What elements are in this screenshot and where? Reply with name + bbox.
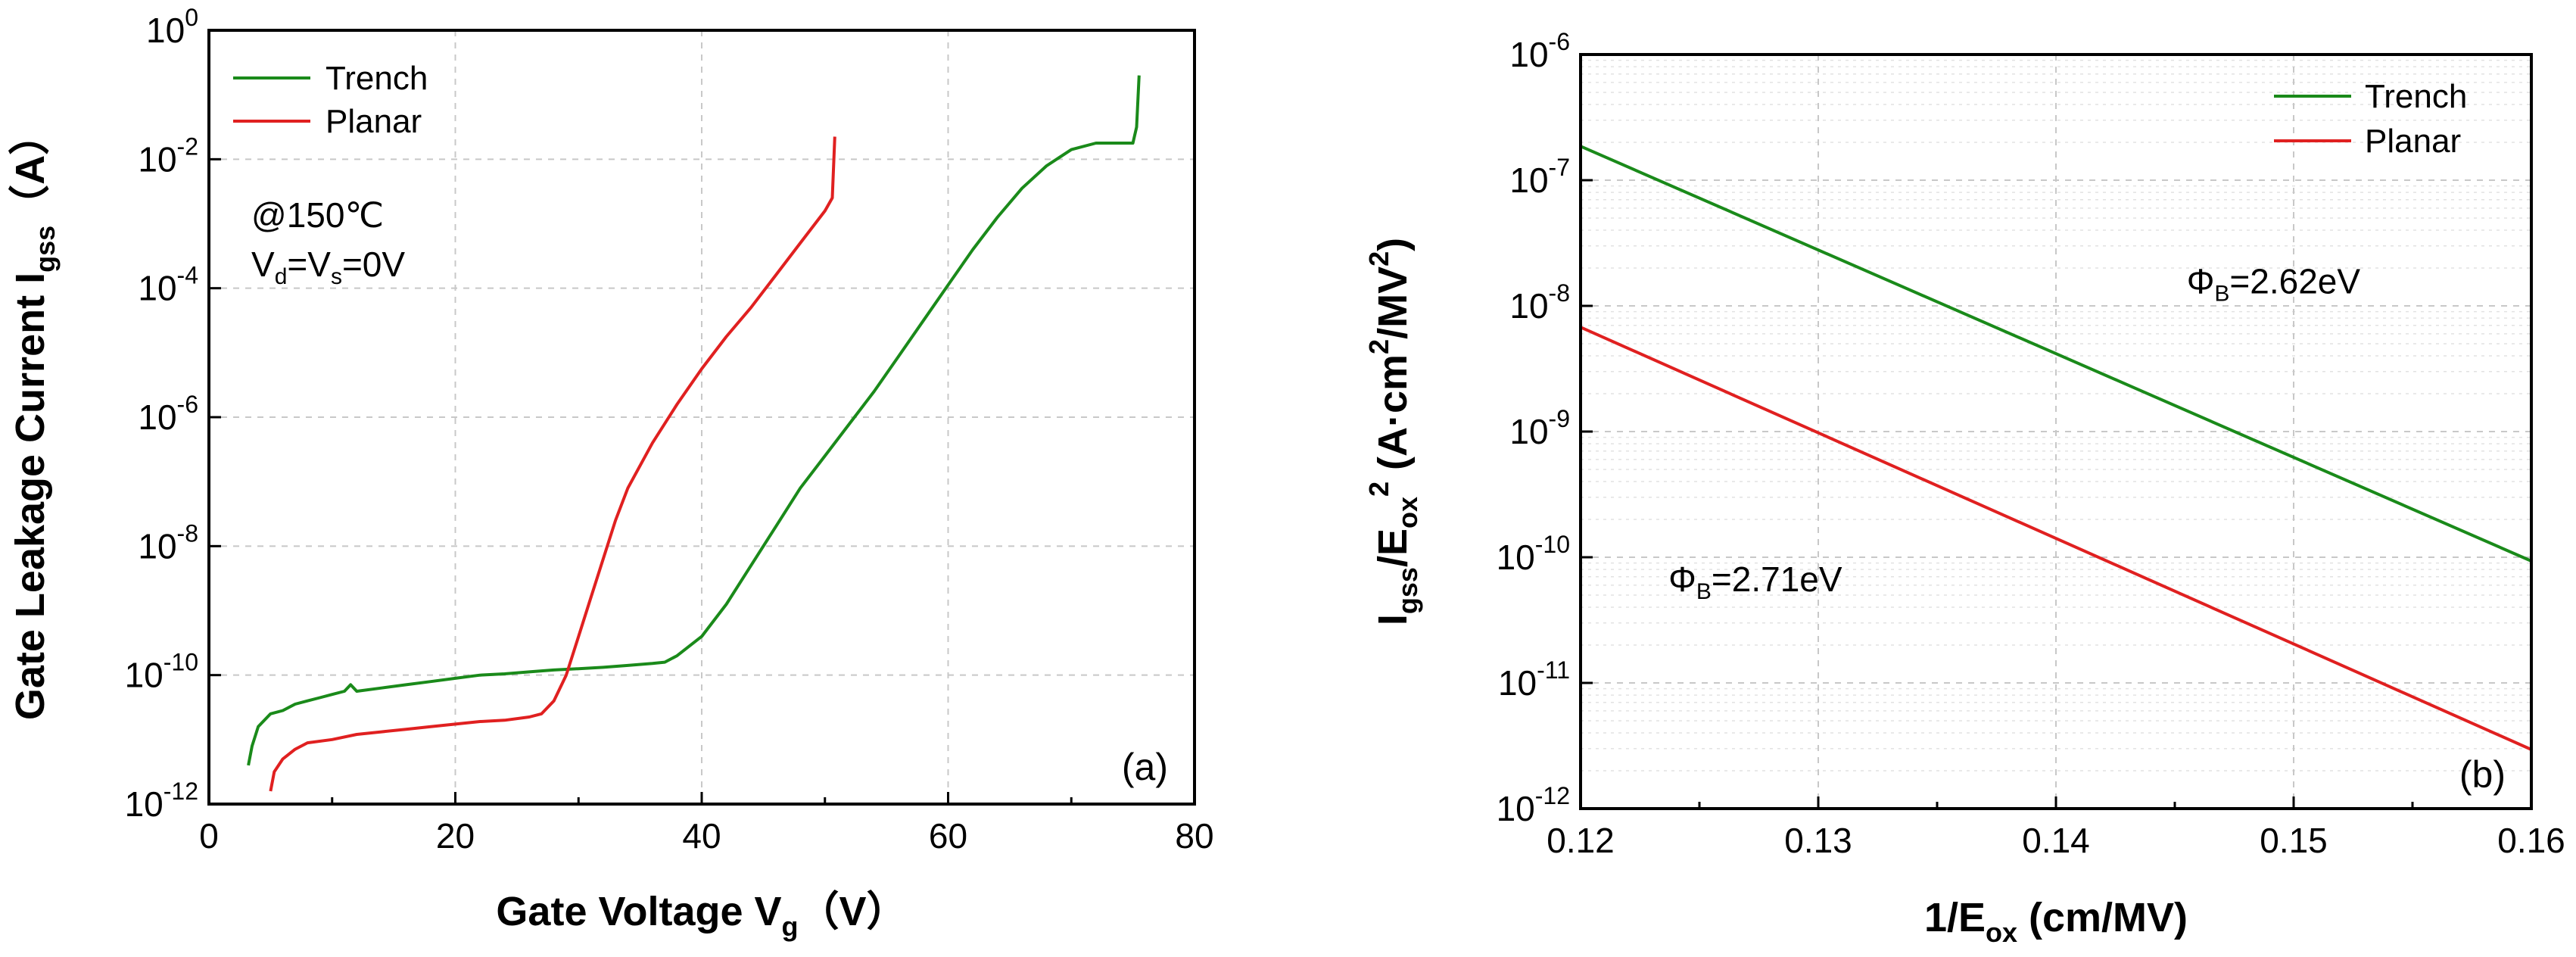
legend-label-trench: Trench: [2365, 78, 2467, 115]
panel-a-y-tick-label: 10-4: [138, 262, 198, 308]
panel-b-x-axis-title: 1/Eox (cm/MV): [1924, 895, 2188, 948]
panel-a-x-tick-label: 0: [199, 816, 219, 856]
panel-a-label: (a): [1122, 746, 1168, 788]
panel-a-x-tick-label: 60: [929, 816, 967, 856]
legend-label-planar: Planar: [2365, 123, 2461, 160]
panel-b-x-tick-label: 0.15: [2260, 821, 2328, 860]
panel-a-x-tick-label: 20: [436, 816, 475, 856]
panel-a-legend: Trench Planar: [233, 60, 428, 140]
panel-a-tick-marks: [207, 29, 1196, 806]
panel-b-y-tick-label: 10-8: [1509, 279, 1570, 326]
panel-b-barrier-label-planar: ΦB=2.71eV: [1668, 560, 1842, 604]
panel-b-x-tick-label: 0.12: [1547, 821, 1615, 860]
bias-annotation: Vd=Vs=0V: [251, 245, 405, 289]
panel-a-x-tick-labels: 0 20 40 60 80: [199, 816, 1213, 856]
panel-b-y-tick-label: 10-12: [1497, 782, 1570, 828]
panel-a-gridlines: [209, 30, 1195, 804]
panel-b-y-tick-label: 10-7: [1509, 154, 1570, 200]
panel-a-x-tick-label: 40: [682, 816, 721, 856]
panel-a-y-tick-label: 100: [146, 4, 198, 50]
panel-b-x-tick-label: 0.13: [1784, 821, 1852, 860]
panel-b-y-tick-label: 10-10: [1497, 531, 1570, 577]
panel-a-y-axis-title: Gate Leakage Current Igss（A）: [8, 114, 61, 720]
panel-a-series-line-planar: [269, 136, 836, 792]
panel-b-y-tick-label: 10-9: [1509, 405, 1570, 451]
panel-a-y-tick-label: 10-6: [138, 391, 198, 437]
panel-a-y-tick-label: 10-8: [138, 519, 198, 566]
panel-b-y-tick-labels: 10-12 10-11 10-10 10-9 10-8 10-7 10-6: [1497, 28, 1570, 828]
panel-a-y-tick-labels: 10-12 10-10 10-8 10-6 10-4 10-2 100: [125, 4, 198, 824]
temperature-annotation: @150℃: [251, 195, 384, 235]
panel-b-series-group: ΦB=2.62eV ΦB=2.71eV: [1580, 145, 2532, 751]
legend-label-planar: Planar: [326, 103, 422, 140]
panel-a-y-tick-label: 10-10: [125, 649, 198, 695]
panel-a-x-axis-title: Gate Voltage Vg（V）: [496, 889, 907, 942]
panel-b-x-tick-label: 0.14: [2022, 821, 2090, 860]
panel-b-y-tick-label: 10-11: [1498, 656, 1570, 703]
panel-b-label: (b): [2459, 753, 2506, 796]
panel-b-x-tick-labels: 0.12 0.13 0.14 0.15 0.16: [1547, 821, 2565, 860]
legend-label-trench: Trench: [326, 60, 428, 97]
panel-b-legend: Trench Planar: [2274, 78, 2467, 160]
panel-a-x-tick-label: 80: [1175, 816, 1213, 856]
panel-b-series-line-planar: [1580, 326, 2532, 751]
panel-b-series-line-trench: [1580, 145, 2532, 563]
panel-a-y-tick-label: 10-12: [125, 778, 198, 824]
panel-b-x-tick-label: 0.16: [2497, 821, 2565, 860]
panel-b-y-tick-label: 10-6: [1509, 28, 1570, 74]
panel-a-y-tick-label: 10-2: [138, 132, 198, 179]
panel-a-chart: 0 20 40 60 80 10-1210-1010-810-610-410-2100 …: [8, 4, 1214, 942]
panel-b-tick-marks: [1579, 53, 2533, 810]
panel-b-barrier-label-trench: ΦB=2.62eV: [2187, 261, 2361, 306]
panel-b-gridlines: [1581, 55, 2531, 809]
panel-b-y-axis-title: Igss/Eox2 (A·cm2/MV2): [1363, 238, 1423, 625]
panel-a-series-line-trench: [247, 75, 1141, 766]
panel-a-series-group: [247, 75, 1141, 792]
